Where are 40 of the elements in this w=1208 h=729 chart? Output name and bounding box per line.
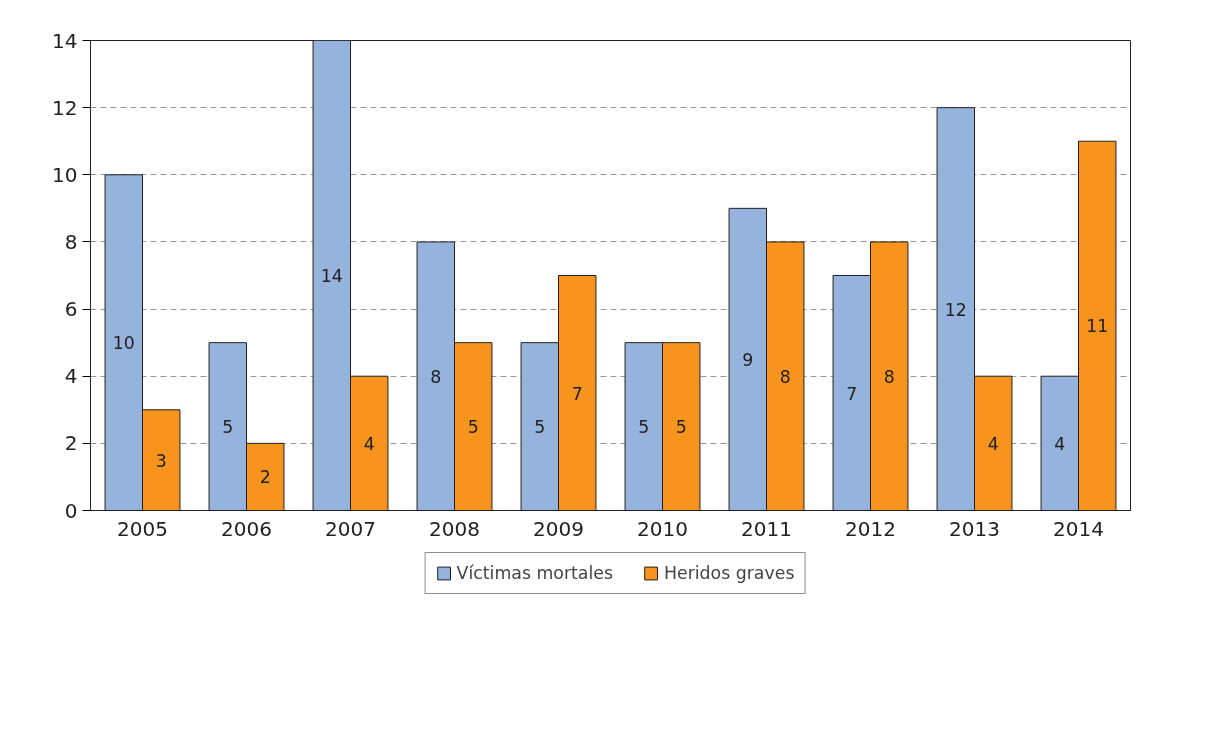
x-tick-label: 2007 bbox=[325, 516, 376, 541]
data-label: 7 bbox=[846, 383, 858, 404]
x-tick-label: 2008 bbox=[429, 516, 480, 541]
data-label: 8 bbox=[430, 366, 442, 387]
data-label: 8 bbox=[883, 366, 895, 387]
y-tick-label: 8 bbox=[64, 229, 78, 254]
legend-label: Víctimas mortales bbox=[456, 563, 613, 583]
data-label: 3 bbox=[155, 450, 167, 471]
data-label: 5 bbox=[222, 417, 234, 438]
x-tick-label: 2010 bbox=[637, 516, 688, 541]
data-label: 5 bbox=[467, 417, 479, 438]
x-tick-label: 2014 bbox=[1053, 516, 1104, 541]
data-label: 9 bbox=[742, 349, 754, 370]
y-tick-label: 0 bbox=[64, 498, 78, 523]
x-tick-label: 2011 bbox=[741, 516, 792, 541]
data-label: 5 bbox=[534, 417, 546, 438]
x-tick-label: 2006 bbox=[221, 516, 272, 541]
y-tick-label: 12 bbox=[52, 95, 78, 120]
data-label: 12 bbox=[944, 299, 967, 320]
x-tick-label: 2012 bbox=[845, 516, 896, 541]
data-label: 10 bbox=[112, 333, 135, 354]
data-label: 4 bbox=[363, 433, 375, 454]
y-tick-label: 4 bbox=[64, 364, 78, 389]
x-tick-label: 2013 bbox=[949, 516, 1000, 541]
x-tick-label: 2005 bbox=[117, 516, 168, 541]
legend-label: Heridos graves bbox=[663, 563, 795, 583]
data-label: 2 bbox=[259, 467, 271, 488]
data-label: 5 bbox=[675, 417, 687, 438]
data-label: 14 bbox=[320, 266, 343, 286]
data-label: 5 bbox=[638, 417, 650, 438]
y-tick-label: 10 bbox=[52, 162, 78, 187]
data-label: 11 bbox=[1086, 316, 1109, 337]
data-label: 4 bbox=[987, 433, 999, 454]
data-label: 4 bbox=[1054, 433, 1066, 454]
y-tick-label: 14 bbox=[52, 28, 78, 53]
data-label: 8 bbox=[779, 366, 791, 387]
data-label: 7 bbox=[571, 383, 583, 404]
x-tick-label: 2009 bbox=[533, 516, 584, 541]
y-tick-label: 2 bbox=[64, 431, 78, 456]
y-tick-label: 6 bbox=[64, 297, 78, 322]
